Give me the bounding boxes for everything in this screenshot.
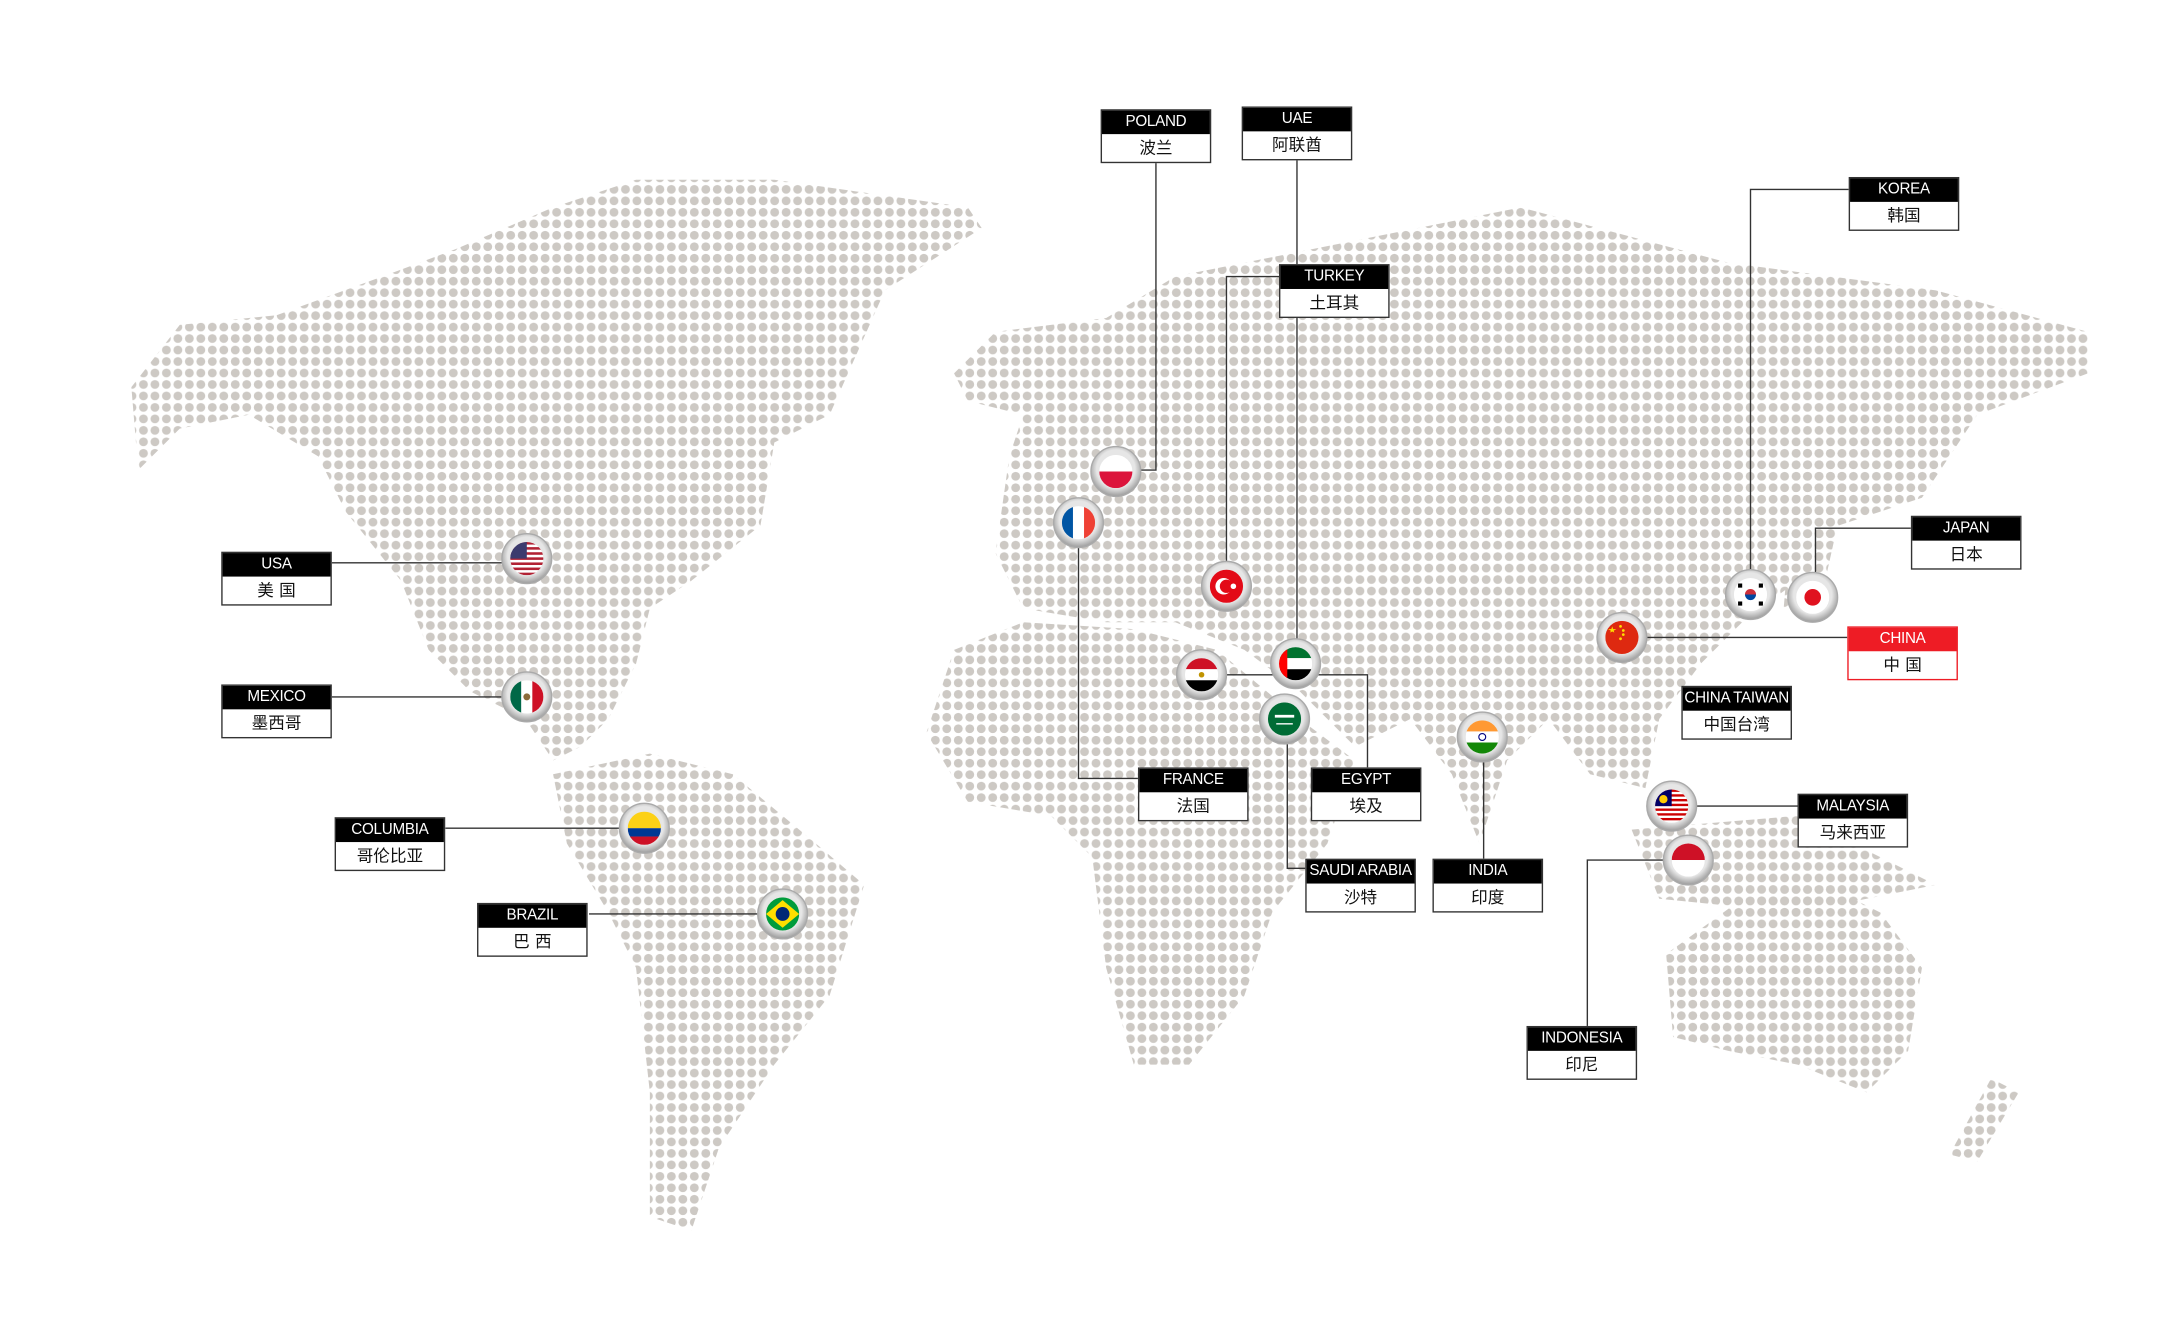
- country-name-en: CHINA TAIWAN: [1682, 687, 1791, 711]
- country-name-zh: 中 国: [1883, 655, 1922, 675]
- country-name-en: UAE: [1243, 107, 1351, 132]
- poland-flag-icon[interactable]: [1090, 445, 1142, 498]
- country-name-en: JAPAN: [1912, 517, 2021, 541]
- country-name-zh: 埃及: [1349, 796, 1383, 816]
- country-name-en: FRANCE: [1139, 768, 1248, 793]
- country-label-poland[interactable]: POLAND 波兰: [1100, 109, 1212, 164]
- country-name-en: COLUMBIA: [335, 818, 444, 843]
- country-name-en: POLAND: [1102, 110, 1210, 135]
- country-label-china-taiwan[interactable]: CHINA TAIWAN 中国台湾: [1681, 685, 1792, 740]
- connector-line: [1286, 742, 1306, 870]
- continent-eurasia: [954, 207, 2088, 844]
- country-label-india[interactable]: INDIA 印度: [1432, 858, 1544, 913]
- country-name-en: KOREA: [1850, 178, 1958, 202]
- indonesia-flag-icon[interactable]: [1662, 834, 1714, 886]
- connector-line: [1225, 275, 1279, 565]
- japan-islands: [1783, 442, 1853, 609]
- japan-flag-icon[interactable]: [1787, 571, 1839, 623]
- country-label-turkey[interactable]: TURKEY 土耳其: [1278, 264, 1390, 319]
- country-name-zh: 土耳其: [1309, 293, 1360, 313]
- malaysia-flag-icon[interactable]: [1646, 780, 1698, 832]
- country-name-en: INDONESIA: [1527, 1027, 1636, 1051]
- india-flag-icon[interactable]: [1456, 711, 1508, 763]
- country-name-zh: 墨西哥: [251, 713, 302, 733]
- country-name-zh: 日本: [1949, 544, 1983, 565]
- continent-australia: [1666, 884, 1922, 1093]
- country-label-korea[interactable]: KOREA 韩国: [1848, 176, 1960, 231]
- saudi-arabia-flag-icon[interactable]: [1258, 693, 1311, 745]
- connector-line: [1814, 527, 1911, 574]
- country-label-columbia[interactable]: COLUMBIA 哥伦比亚: [334, 817, 446, 872]
- country-name-zh: 沙特: [1343, 887, 1378, 908]
- country-name-en: TURKEY: [1280, 265, 1389, 289]
- connector-line: [1140, 161, 1157, 471]
- country-name-zh: 中国台湾: [1703, 714, 1770, 735]
- country-label-usa[interactable]: USA 美 国: [221, 551, 332, 606]
- continent-north-america: [131, 179, 982, 761]
- country-label-mexico[interactable]: MEXICO 墨西哥: [221, 684, 332, 739]
- egypt-flag-icon[interactable]: [1175, 649, 1228, 701]
- country-name-zh: 法国: [1176, 796, 1210, 816]
- connector-line: [1077, 546, 1138, 780]
- country-name-en: USA: [222, 553, 331, 577]
- country-label-saudi-arabia[interactable]: SAUDI ARABIA 沙特: [1305, 858, 1416, 913]
- country-name-zh: 阿联酋: [1272, 135, 1322, 155]
- country-label-france[interactable]: FRANCE 法国: [1137, 767, 1249, 822]
- country-label-uae[interactable]: UAE 阿联酋: [1241, 106, 1353, 161]
- country-label-indonesia[interactable]: INDONESIA 印尼: [1526, 1025, 1638, 1080]
- country-label-japan[interactable]: JAPAN 日本: [1910, 515, 2022, 570]
- country-name-en: MEXICO: [222, 685, 331, 710]
- connector-line: [1586, 859, 1665, 1026]
- korea-flag-icon[interactable]: [1724, 568, 1777, 621]
- uae-flag-icon[interactable]: [1270, 638, 1322, 690]
- country-name-en: MALAYSIA: [1798, 795, 1907, 819]
- country-name-zh: 韩国: [1887, 206, 1921, 226]
- country-label-brazil[interactable]: BRAZIL 巴 西: [477, 902, 588, 957]
- connector-line: [1749, 188, 1849, 572]
- country-name-en: CHINA: [1848, 627, 1957, 652]
- continent-south-america: [553, 753, 865, 1231]
- country-label-malaysia[interactable]: MALAYSIA 马来西亚: [1797, 793, 1909, 848]
- country-name-en: BRAZIL: [478, 904, 587, 928]
- country-name-zh: 马来西亚: [1819, 822, 1887, 843]
- mexico-flag-icon[interactable]: [501, 671, 553, 723]
- country-name-en: SAUDI ARABIA: [1306, 860, 1415, 884]
- country-name-zh: 美 国: [257, 580, 296, 601]
- new-zealand: [1949, 1078, 2019, 1162]
- brazil-flag-icon[interactable]: [757, 888, 809, 940]
- france-flag-icon[interactable]: [1052, 497, 1105, 549]
- country-name-zh: 印尼: [1565, 1055, 1599, 1075]
- country-name-en: EGYPT: [1312, 768, 1421, 793]
- country-name-zh: 波兰: [1139, 138, 1173, 158]
- country-name-en: INDIA: [1433, 860, 1542, 884]
- country-label-china[interactable]: CHINA 中 国: [1847, 626, 1958, 681]
- continent-africa: [926, 622, 1356, 1065]
- country-label-egypt[interactable]: EGYPT 埃及: [1310, 767, 1422, 822]
- china-flag-icon[interactable]: [1596, 611, 1648, 664]
- southeast-asia-islands: [1631, 815, 1936, 913]
- turkey-flag-icon[interactable]: [1200, 560, 1253, 612]
- usa-flag-icon[interactable]: [501, 533, 553, 585]
- country-name-zh: 印度: [1471, 887, 1505, 908]
- colombia-flag-icon[interactable]: [618, 802, 670, 854]
- country-name-zh: 巴 西: [513, 931, 552, 952]
- country-name-zh: 哥伦比亚: [356, 846, 424, 866]
